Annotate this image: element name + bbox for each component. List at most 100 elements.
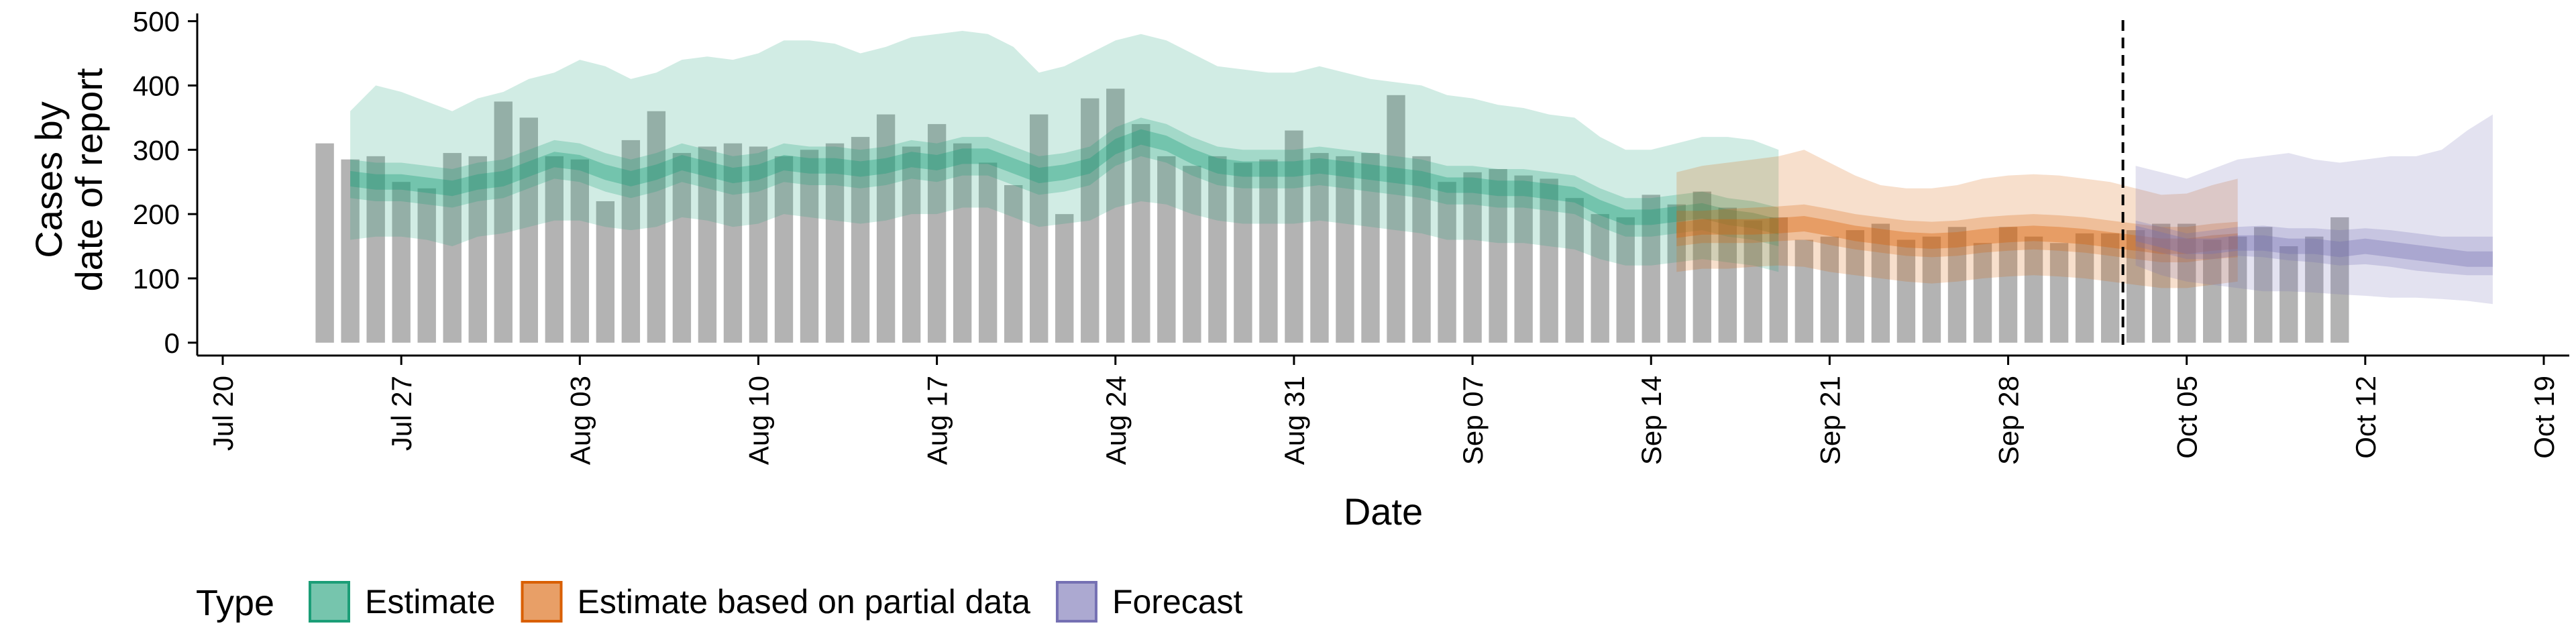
observed-case-bar [392,182,411,343]
observed-case-bar [825,143,845,343]
observed-case-bar [1336,156,1354,343]
partial-estimate-inner-band [1676,204,2238,262]
observed-case-bar [1412,156,1431,343]
observed-case-bar [1642,195,1660,343]
observed-case-bar [2075,233,2094,343]
observed-case-bar [1667,204,1686,343]
legend: Type Estimate Estimate based on partial d… [196,581,1243,623]
observed-case-bar [1718,207,1737,343]
observed-case-bar [902,146,921,343]
x-tick-label: Aug 03 [564,376,596,465]
observed-case-bar [1004,185,1023,343]
observed-case-bar [341,159,360,343]
observed-case-bar [1081,98,1099,343]
observed-case-bar [2203,239,2222,343]
observed-case-bar [1208,156,1227,343]
observed-case-bar [1769,217,1788,343]
observed-case-bar [2279,246,2298,343]
observed-case-bar [545,156,564,343]
y-tick-label: 400 [133,70,180,101]
observed-case-bar [494,101,513,343]
observed-case-bar [1591,214,1609,343]
x-tick-label: Sep 14 [1635,376,1667,465]
observed-case-bar [851,137,870,343]
y-axis-title: Cases by date of report [28,68,110,292]
observed-case-bar [672,153,692,343]
observed-case-bar [1463,172,1482,343]
y-tick-label: 0 [164,327,180,359]
estimate-inner-band [350,117,1779,247]
observed-case-bar [1565,198,1584,343]
x-tick-label: Oct 12 [2350,376,2381,459]
observed-case-bar [1489,169,1507,343]
observed-case-bar [1947,227,1967,343]
observed-case-bar [1743,220,1762,343]
observed-case-bar [1030,114,1049,343]
y-tick-label: 100 [133,263,180,294]
observed-case-bar [2024,236,2043,343]
x-tick-label: Aug 17 [922,376,953,465]
observed-case-bar [1387,95,1405,343]
x-tick-label: Aug 31 [1279,376,1310,465]
legend-title: Type [196,583,274,623]
axes: 0 100 200 300 400 500 Jul 20 Jul 27 Aug 03 Aug 10… [133,6,2569,465]
estimate-bands [350,31,2493,305]
observed-case-bar [1183,166,1201,343]
observed-case-bar [1896,239,1916,343]
x-tick-label: Aug 24 [1100,376,1132,465]
observed-case-bar [621,140,641,343]
observed-case-bar [876,114,896,343]
observed-case-bar [2151,223,2171,343]
x-tick-label: Aug 10 [743,376,774,465]
observed-case-bar [1514,175,1533,343]
observed-case-bar [1998,227,2018,343]
observed-case-bar [468,156,487,343]
observed-case-bar [1106,89,1125,343]
observed-case-bar [443,153,462,343]
observed-case-bar [1234,162,1252,343]
observed-case-bar [1438,182,1456,343]
legend-swatch [309,581,350,623]
observed-case-bar [1794,239,1814,343]
legend-label: Forecast [1112,583,1243,621]
observed-case-bar [1259,159,1278,343]
partial-estimate-outer-band [1676,150,2238,288]
y-tick-label: 300 [133,134,180,166]
estimate-outer-band [350,31,1779,272]
observed-case-bar [927,123,947,343]
x-tick-label: Sep 21 [1814,376,1845,465]
observed-case-bar [1055,214,1074,343]
y-tick-label: 500 [133,6,180,38]
forecast-inner-band [2135,220,2493,276]
observed-case-bar [1820,236,1839,343]
x-tick-label: Sep 07 [1457,376,1489,465]
observed-case-bar [723,143,743,343]
observed-case-bar [1973,243,1992,343]
legend-swatch [521,581,563,623]
observed-case-bar [647,111,666,343]
observed-case-bar [2229,236,2247,343]
observed-case-bar [1616,217,1635,343]
observed-case-bar [749,146,768,343]
estimate-median-band [350,129,1779,235]
x-tick-label: Oct 19 [2528,376,2560,459]
observed-case-bar [2254,227,2273,343]
observed-case-bar [2049,243,2069,343]
observed-case-bar [953,143,972,343]
observed-case-bar [800,150,819,343]
x-tick-label: Jul 27 [386,376,417,451]
observed-case-bar [417,188,436,343]
observed-case-bar [774,156,794,343]
observed-case-bar [2126,230,2145,343]
x-tick-label: Oct 05 [2171,376,2203,459]
observed-case-bar [978,162,998,343]
observed-case-bar [1693,191,1711,343]
y-axis-title-line-2: date of report [68,68,110,292]
observed-case-bar [315,143,334,343]
x-tick-label: Jul 20 [207,376,239,451]
observed-case-bar [1361,153,1380,343]
legend-label: Estimate based on partial data [578,583,1031,621]
forecast-median-band [2135,225,2493,267]
y-axis-title-line-1: Cases by [28,101,70,258]
legend-swatch [1055,581,1097,623]
